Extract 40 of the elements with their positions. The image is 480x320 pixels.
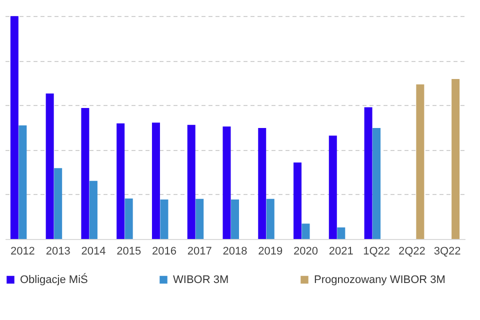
bar xyxy=(266,198,274,239)
bar xyxy=(81,108,90,239)
bar xyxy=(294,162,302,239)
x-tick-label: 1Q22 xyxy=(363,246,390,258)
bar xyxy=(152,122,160,239)
x-tick-label: 2016 xyxy=(152,246,176,258)
bar xyxy=(46,93,54,239)
bar xyxy=(328,136,337,239)
bar xyxy=(416,84,424,239)
bar xyxy=(364,107,372,239)
bar xyxy=(10,16,18,239)
bar xyxy=(54,168,62,239)
bar xyxy=(231,200,239,239)
bar xyxy=(452,78,460,239)
x-tick-label: 2018 xyxy=(222,246,248,258)
bar xyxy=(187,124,196,239)
x-tick-label: 2017 xyxy=(187,246,212,258)
bar xyxy=(89,180,98,239)
x-tick-label: 2021 xyxy=(328,246,354,258)
x-tick-label: 3Q22 xyxy=(434,246,461,258)
bar xyxy=(337,227,346,239)
x-tick-label: 2014 xyxy=(81,246,106,258)
bar xyxy=(372,128,381,239)
bar xyxy=(116,123,125,239)
legend-label: Prognozowany WIBOR 3M xyxy=(314,274,446,286)
bar xyxy=(18,125,27,239)
x-tick-label: 2020 xyxy=(294,246,318,258)
x-tick-label: 2012 xyxy=(10,246,35,258)
bar xyxy=(124,198,133,239)
x-tick-label: 2019 xyxy=(258,246,283,258)
bar xyxy=(302,224,310,239)
bar xyxy=(258,128,266,239)
x-tick-label: 2Q22 xyxy=(398,246,426,258)
x-tick-label: 2013 xyxy=(46,246,70,258)
legend-label: Obligacje MiŚ xyxy=(20,272,88,286)
x-tick-label: 2015 xyxy=(116,246,142,258)
bar xyxy=(196,198,204,239)
bar xyxy=(222,126,231,239)
bar xyxy=(160,200,168,239)
legend-label: WIBOR 3M xyxy=(173,274,229,286)
